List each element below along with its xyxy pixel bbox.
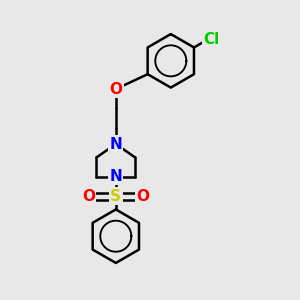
- Text: S: S: [110, 189, 121, 204]
- Text: O: O: [82, 189, 95, 204]
- Text: N: N: [110, 136, 122, 152]
- Text: N: N: [110, 169, 122, 184]
- Text: Cl: Cl: [203, 32, 219, 47]
- Text: O: O: [109, 82, 122, 97]
- Text: O: O: [137, 189, 150, 204]
